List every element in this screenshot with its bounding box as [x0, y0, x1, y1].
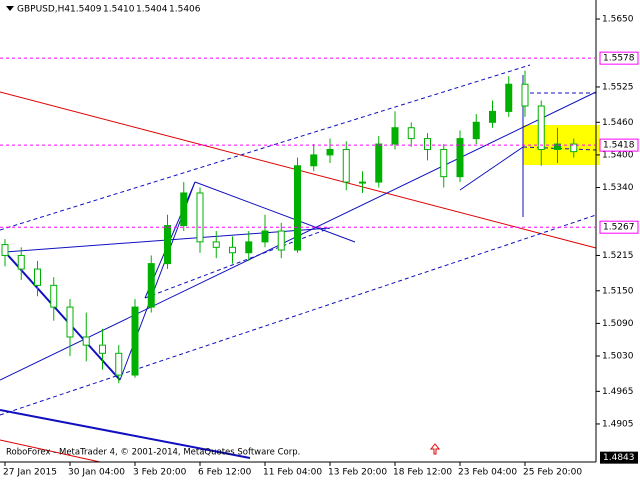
y-tick-label: 1.5215	[602, 251, 634, 261]
candle-body	[147, 263, 155, 308]
symbol: GBPUSD,H4	[17, 5, 70, 15]
candle-body	[99, 344, 106, 354]
y-tick-label: 1.5400	[602, 150, 634, 160]
alert-icon	[429, 443, 441, 455]
channel-line	[0, 64, 531, 231]
level-label: 1.5418	[603, 141, 635, 151]
candle-body	[34, 268, 41, 286]
candle-body	[277, 230, 285, 251]
candle-body	[489, 110, 496, 123]
level-tag	[599, 220, 639, 234]
level-label: 1.5267	[603, 223, 635, 233]
y-tick-label: 1.5460	[602, 118, 634, 128]
candle-body	[17, 254, 25, 270]
candle-body	[391, 127, 399, 145]
candle-body	[131, 306, 139, 376]
candle-body	[1, 244, 9, 256]
red-trendline	[0, 439, 101, 463]
candle-body	[50, 284, 58, 308]
candle-body	[570, 143, 578, 153]
candle-body	[375, 143, 383, 183]
candle-body	[554, 143, 561, 150]
candle-body	[212, 241, 220, 248]
x-tick-label: 6 Feb 12:00	[198, 468, 252, 478]
candle-body	[164, 225, 171, 265]
level-tag	[599, 51, 639, 65]
candle-body	[472, 121, 480, 140]
candle-body	[342, 148, 350, 183]
level-label: 1.5578	[603, 54, 635, 64]
y-tick-label: 1.5340	[602, 183, 634, 193]
y-tick-label: 1.5150	[602, 286, 634, 296]
candle-body	[407, 127, 415, 140]
blue-trendline	[4, 251, 121, 381]
y-tick-label: 1.4965	[602, 387, 634, 397]
candle-body	[521, 83, 529, 107]
x-tick-label: 30 Jan 04:00	[68, 468, 125, 478]
x-tick-label: 13 Feb 20:00	[328, 468, 387, 478]
y-tick-label: 1.5090	[602, 319, 634, 329]
blue-trendline	[194, 181, 356, 243]
quote-low: 1.5404	[136, 5, 168, 15]
candle-body	[229, 246, 236, 254]
y-tick-label: 1.5650	[602, 15, 634, 25]
blue-trendline	[459, 146, 524, 191]
candle-body	[456, 138, 464, 178]
x-tick-label: 27 Jan 2015	[3, 468, 57, 478]
quote-high: 1.5410	[103, 5, 135, 15]
candle-body	[505, 83, 513, 112]
candle-body	[326, 148, 334, 156]
y-tick-label: 1.5525	[602, 82, 634, 92]
candle-body	[245, 241, 253, 254]
candle-body	[180, 192, 188, 227]
candle-body	[310, 154, 318, 167]
candle-body	[440, 148, 448, 178]
x-tick-label: 11 Feb 04:00	[263, 468, 322, 478]
bid-tag	[600, 451, 638, 464]
blue-trendline	[0, 409, 251, 459]
candle-body	[294, 165, 301, 251]
menu-icon[interactable]	[6, 6, 14, 11]
candle-body	[537, 105, 545, 150]
x-tick-label: 23 Feb 04:00	[458, 468, 517, 478]
candle-body	[424, 138, 431, 150]
y-tick-label: 1.4905	[602, 419, 634, 429]
bid-label: 1.4843	[603, 453, 635, 463]
y-tick-label: 1.5030	[602, 352, 634, 362]
x-tick-label: 25 Feb 20:00	[523, 468, 582, 478]
footer: RoboForex - MetaTrader 4, © 2001-2014, M…	[6, 448, 300, 458]
candle-body	[66, 306, 74, 338]
x-tick-label: 18 Feb 12:00	[393, 468, 452, 478]
quote-close: 1.5406	[169, 5, 201, 15]
candle-body	[115, 352, 123, 376]
quote-open: 1.5409	[70, 5, 102, 15]
candle-body	[82, 336, 90, 346]
x-tick-label: 3 Feb 20:00	[133, 468, 187, 478]
candle-body	[359, 181, 366, 184]
level-tag	[599, 138, 639, 152]
candle-body	[261, 230, 269, 243]
candle-body	[196, 192, 204, 243]
